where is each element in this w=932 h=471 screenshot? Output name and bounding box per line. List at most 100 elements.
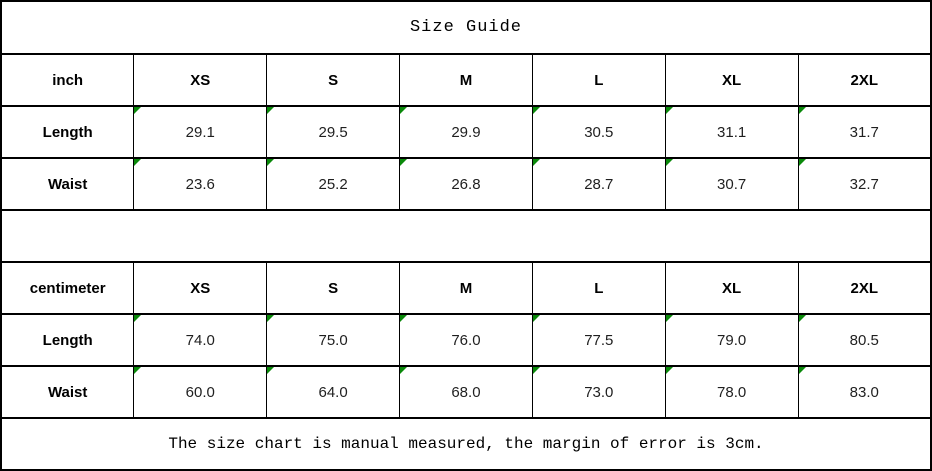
inch-header-row: inch XS S M L XL 2XL [0, 53, 932, 107]
size-value: 76.0 [451, 331, 481, 349]
size-value-cell: 26.8 [399, 157, 533, 211]
size-value: 30.5 [584, 123, 614, 141]
corner-flag-icon [134, 316, 142, 322]
column-header-2xl: 2XL [797, 261, 932, 315]
size-value-cell: 32.7 [797, 157, 932, 211]
column-header-xs: XS [133, 261, 268, 315]
size-value: 31.1 [717, 123, 747, 141]
centimeter-waist-row: Waist 60.0 64.0 68.0 73.0 78.0 83.0 [0, 365, 932, 419]
row-label-waist: Waist [0, 157, 135, 211]
size-value: 80.5 [849, 331, 879, 349]
measurement-note: The size chart is manual measured, the m… [0, 417, 932, 471]
size-value-cell: 80.5 [797, 313, 932, 367]
size-value: 29.5 [318, 123, 348, 141]
column-header-s: S [266, 53, 401, 107]
corner-flag-icon [134, 108, 142, 114]
corner-flag-icon [533, 368, 540, 374]
unit-label-centimeter: centimeter [0, 261, 135, 315]
row-label-length: Length [0, 313, 135, 367]
size-value-cell: 60.0 [133, 365, 268, 419]
corner-flag-icon [400, 108, 408, 114]
size-value: 79.0 [717, 331, 747, 349]
size-value-cell: 30.5 [531, 105, 666, 159]
size-value-cell: 77.5 [531, 313, 666, 367]
column-header-xl: XL [664, 53, 799, 107]
corner-flag-icon [533, 160, 540, 166]
corner-flag-icon [666, 368, 673, 374]
centimeter-header-row: centimeter XS S M L XL 2XL [0, 261, 932, 315]
size-value-cell: 75.0 [266, 313, 401, 367]
size-value-cell: 73.0 [531, 365, 666, 419]
size-value-cell: 30.7 [664, 157, 799, 211]
size-value-cell: 76.0 [399, 313, 533, 367]
size-value-cell: 25.2 [266, 157, 401, 211]
corner-flag-icon [666, 316, 673, 322]
centimeter-length-row: Length 74.0 75.0 76.0 77.5 79.0 80.5 [0, 313, 932, 367]
corner-flag-icon [400, 368, 408, 374]
title-row: Size Guide [0, 0, 932, 55]
column-header-s: S [266, 261, 401, 315]
size-value-cell: 74.0 [133, 313, 268, 367]
size-value: 68.0 [451, 383, 481, 401]
corner-flag-icon [267, 160, 275, 166]
corner-flag-icon [533, 316, 540, 322]
size-value: 77.5 [584, 331, 614, 349]
size-value-cell: 83.0 [797, 365, 932, 419]
size-value-cell: 29.1 [133, 105, 268, 159]
corner-flag-icon [267, 316, 275, 322]
size-value-cell: 78.0 [664, 365, 799, 419]
size-value: 30.7 [717, 175, 747, 193]
unit-label-inch: inch [0, 53, 135, 107]
footer-row: The size chart is manual measured, the m… [0, 417, 932, 471]
size-value-cell: 29.9 [399, 105, 533, 159]
size-value: 64.0 [318, 383, 348, 401]
corner-flag-icon [666, 160, 673, 166]
column-header-l: L [531, 53, 666, 107]
corner-flag-icon [400, 160, 408, 166]
column-header-m: M [399, 261, 533, 315]
inch-waist-row: Waist 23.6 25.2 26.8 28.7 30.7 32.7 [0, 157, 932, 211]
column-header-m: M [399, 53, 533, 107]
page-title: Size Guide [0, 0, 932, 55]
corner-flag-icon [799, 160, 806, 166]
size-value-cell: 23.6 [133, 157, 268, 211]
size-value: 74.0 [185, 331, 215, 349]
corner-flag-icon [799, 368, 806, 374]
corner-flag-icon [799, 316, 806, 322]
corner-flag-icon [400, 316, 408, 322]
row-label-length: Length [0, 105, 135, 159]
size-value: 25.2 [318, 175, 348, 193]
corner-flag-icon [134, 160, 142, 166]
size-value: 75.0 [318, 331, 348, 349]
column-header-l: L [531, 261, 666, 315]
size-value-cell: 29.5 [266, 105, 401, 159]
size-value: 83.0 [849, 383, 879, 401]
corner-flag-icon [666, 108, 673, 114]
size-value-cell: 31.1 [664, 105, 799, 159]
column-header-xs: XS [133, 53, 268, 107]
size-value: 60.0 [185, 383, 215, 401]
column-header-2xl: 2XL [797, 53, 932, 107]
size-value-cell: 64.0 [266, 365, 401, 419]
size-value: 29.1 [185, 123, 215, 141]
corner-flag-icon [267, 368, 275, 374]
size-value: 29.9 [451, 123, 481, 141]
inch-length-row: Length 29.1 29.5 29.9 30.5 31.1 31.7 [0, 105, 932, 159]
size-value: 78.0 [717, 383, 747, 401]
size-value-cell: 79.0 [664, 313, 799, 367]
size-value-cell: 28.7 [531, 157, 666, 211]
size-value: 23.6 [185, 175, 215, 193]
size-value: 26.8 [451, 175, 481, 193]
size-value: 73.0 [584, 383, 614, 401]
spacer-row [0, 209, 932, 263]
size-value: 31.7 [849, 123, 879, 141]
size-value: 32.7 [849, 175, 879, 193]
size-value: 28.7 [584, 175, 614, 193]
size-value-cell: 31.7 [797, 105, 932, 159]
size-value-cell: 68.0 [399, 365, 533, 419]
corner-flag-icon [799, 108, 806, 114]
spacer-cell [0, 209, 932, 263]
row-label-waist: Waist [0, 365, 135, 419]
corner-flag-icon [267, 108, 275, 114]
corner-flag-icon [134, 368, 142, 374]
